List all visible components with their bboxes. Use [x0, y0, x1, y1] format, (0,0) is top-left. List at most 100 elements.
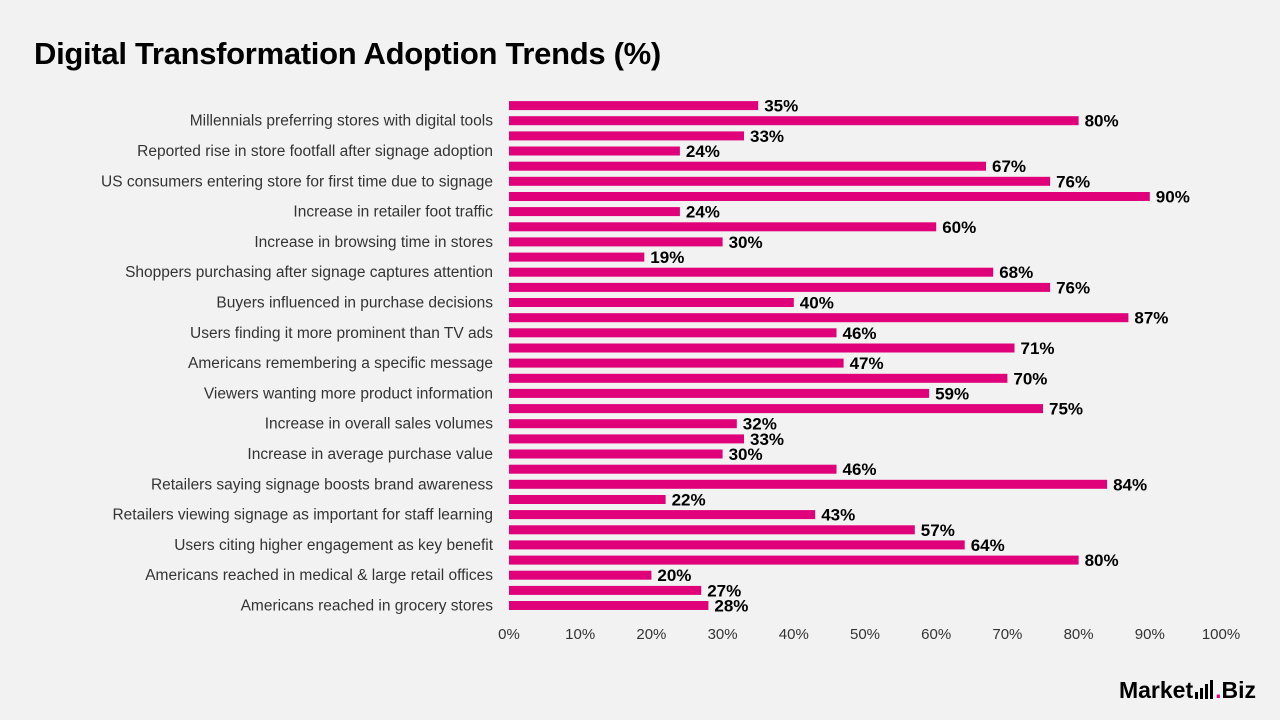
bar: [509, 479, 1108, 489]
category-label: Millennials preferring stores with digit…: [190, 113, 493, 130]
category-label: Users finding it more prominent than TV …: [190, 325, 493, 342]
category-label: Increase in average purchase value: [247, 446, 493, 463]
bar: [509, 207, 680, 217]
data-label: 24%: [686, 142, 720, 161]
data-label: 70%: [1013, 369, 1047, 388]
bar: [509, 464, 837, 474]
bar: [509, 388, 930, 398]
bar: [509, 343, 1015, 353]
bar: [509, 525, 915, 535]
bar: [509, 252, 645, 262]
x-tick-label: 10%: [565, 626, 595, 643]
bar: [509, 585, 702, 595]
x-tick-label: 20%: [636, 626, 666, 643]
bar: [509, 131, 744, 141]
data-label: 27%: [707, 581, 741, 600]
bar: [509, 161, 986, 171]
bar: [509, 449, 723, 459]
bar: [509, 176, 1051, 186]
bar: [509, 313, 1129, 323]
bar: [509, 601, 709, 610]
brand-text-right: Biz: [1221, 677, 1257, 703]
bar: [509, 146, 680, 156]
bar: [509, 404, 1043, 414]
data-label: 28%: [714, 597, 748, 616]
data-label: 80%: [1085, 112, 1119, 131]
data-label: 59%: [935, 384, 969, 403]
brand-logo: Market . Biz: [1119, 677, 1256, 704]
data-label: 67%: [992, 157, 1026, 176]
x-tick-label: 40%: [779, 626, 809, 643]
bar: [509, 570, 652, 580]
data-label: 33%: [750, 127, 784, 146]
bar: [509, 237, 723, 247]
data-label: 90%: [1156, 188, 1190, 207]
bar: [509, 267, 994, 277]
x-tick-label: 100%: [1202, 626, 1240, 643]
category-label: Increase in browsing time in stores: [254, 234, 493, 251]
category-label: Buyers influenced in purchase decisions: [216, 295, 493, 312]
bar: [509, 358, 844, 368]
chart-title: Digital Transformation Adoption Trends (…: [34, 36, 661, 71]
data-label: 64%: [971, 536, 1005, 555]
category-label: US consumers entering store for first ti…: [101, 173, 493, 190]
category-label: Americans reached in medical & large ret…: [145, 567, 493, 584]
bar: [509, 510, 816, 520]
category-label: Retailers saying signage boosts brand aw…: [151, 476, 493, 493]
bar: [509, 495, 666, 504]
x-tick-label: 30%: [708, 626, 738, 643]
data-label: 60%: [942, 218, 976, 237]
category-label: Reported rise in store footfall after si…: [137, 143, 493, 160]
x-tick-label: 0%: [498, 626, 520, 643]
x-tick-label: 90%: [1135, 626, 1165, 643]
bar: [509, 555, 1079, 565]
data-label: 32%: [743, 415, 777, 434]
data-label: 47%: [850, 354, 884, 373]
data-label: 24%: [686, 203, 720, 222]
bar: [509, 101, 759, 111]
data-label: 43%: [821, 506, 855, 525]
brand-text-left: Market: [1118, 677, 1194, 703]
data-label: 30%: [729, 445, 763, 464]
data-label: 22%: [672, 491, 706, 510]
brand-bars-icon: [1195, 680, 1214, 699]
data-label: 46%: [843, 324, 877, 343]
bar: [509, 328, 837, 338]
data-label: 68%: [999, 263, 1033, 282]
bar: [509, 540, 965, 550]
x-tick-label: 80%: [1064, 626, 1094, 643]
bar: [509, 434, 744, 444]
bar: [509, 373, 1008, 383]
data-label: 57%: [921, 521, 955, 540]
category-label: Shoppers purchasing after signage captur…: [125, 264, 493, 281]
data-label: 30%: [729, 233, 763, 252]
category-label: Retailers viewing signage as important f…: [112, 507, 493, 524]
brand-dot: .: [1215, 677, 1222, 703]
bar: [509, 222, 937, 232]
x-tick-label: 70%: [992, 626, 1022, 643]
x-tick-label: 50%: [850, 626, 880, 643]
category-label: Users citing higher engagement as key be…: [174, 537, 493, 554]
category-label: Americans remembering a specific message: [188, 355, 493, 372]
data-label: 46%: [843, 460, 877, 479]
data-label: 80%: [1085, 551, 1119, 570]
data-label: 33%: [750, 430, 784, 449]
data-label: 71%: [1021, 339, 1055, 358]
category-label: Increase in overall sales volumes: [265, 416, 494, 433]
bar: [509, 419, 737, 429]
category-label: Americans reached in grocery stores: [241, 598, 494, 615]
data-label: 75%: [1049, 400, 1083, 419]
data-label: 84%: [1113, 475, 1147, 494]
data-label: 35%: [764, 97, 798, 116]
data-label: 40%: [800, 294, 834, 313]
data-label: 87%: [1134, 309, 1168, 328]
bar: [509, 282, 1051, 292]
data-label: 20%: [657, 566, 691, 585]
bar: [509, 298, 794, 307]
category-label: Viewers wanting more product information: [204, 385, 493, 402]
category-label: Increase in retailer foot traffic: [293, 204, 493, 221]
data-label: 76%: [1056, 172, 1090, 191]
bar: [509, 192, 1150, 201]
bar: [509, 116, 1079, 126]
